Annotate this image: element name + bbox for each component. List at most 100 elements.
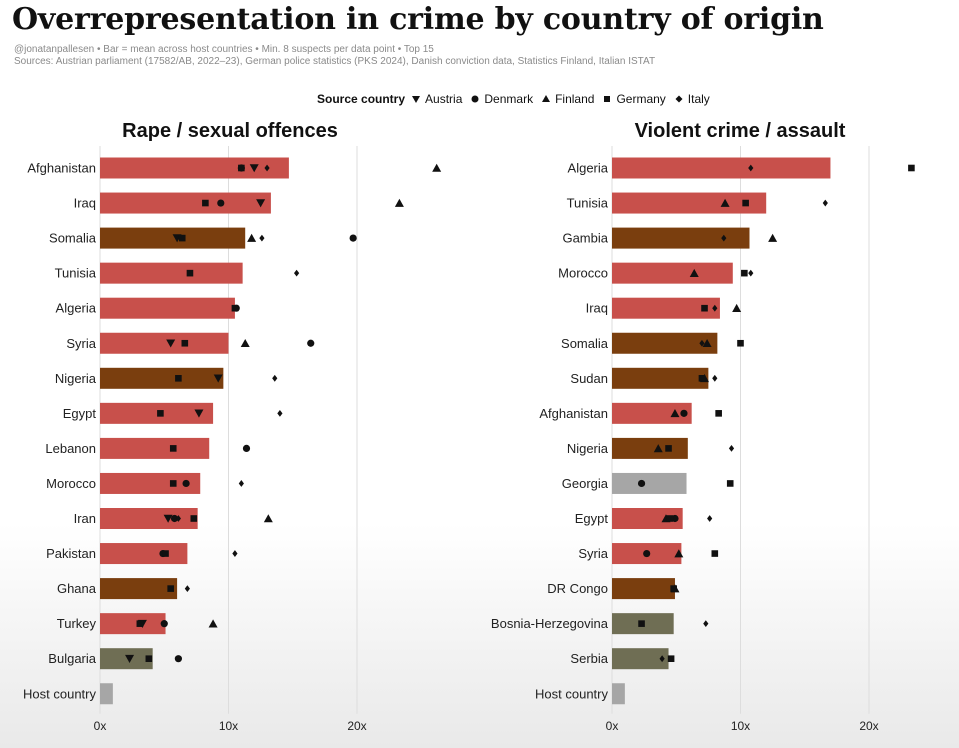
legend: Source country Austria Denmark Finland G… (317, 92, 718, 106)
point-finland-nigeria (653, 444, 663, 453)
point-germany-syria (181, 339, 189, 347)
point-finland-syria (240, 338, 250, 348)
category-label: Iran (74, 511, 96, 526)
bar-dr-congo (612, 578, 675, 600)
bar-ghana (100, 578, 178, 600)
point-finland-iraq (394, 198, 404, 207)
point-italy-egypt (707, 515, 713, 522)
point-italy-serbia (659, 655, 665, 663)
point-denmark-turkey (160, 620, 168, 628)
point-germany-egypt (157, 410, 164, 417)
bar-georgia (612, 472, 687, 494)
legend-title: Source country (317, 92, 406, 106)
legend-item-italy: Italy (674, 92, 710, 106)
bar-iraq (100, 192, 271, 214)
point-germany-somalia (178, 234, 186, 242)
category-label: Algeria (56, 301, 97, 316)
point-germany-lebanon (169, 445, 177, 452)
category-label: Serbia (570, 651, 608, 666)
bar-gambia (612, 227, 750, 249)
x-tick-label: 10x (731, 719, 750, 733)
category-label: Iraq (586, 301, 608, 316)
panel-title: Rape / sexual offences (122, 120, 338, 142)
category-label: Nigeria (567, 441, 609, 456)
bar-sudan (612, 367, 709, 389)
point-denmark-syria (307, 339, 315, 347)
category-label: Georgia (562, 476, 609, 491)
point-austria-bulgaria (125, 654, 135, 663)
category-label: Morocco (558, 266, 608, 281)
bar-turkey (100, 613, 166, 635)
category-label: Afghanistan (27, 161, 96, 176)
point-denmark-afghanistan (680, 409, 688, 417)
category-label: Gambia (562, 231, 608, 246)
category-label: Egypt (63, 406, 97, 421)
point-italy-tunisia (822, 199, 828, 207)
point-italy-gambia (721, 234, 727, 242)
point-germany-tunisia (742, 199, 749, 207)
x-tick-label: 20x (859, 719, 878, 733)
point-denmark-morocco (182, 479, 190, 488)
point-germany-iraq (202, 199, 209, 207)
bar-tunisia (100, 262, 243, 284)
point-germany-georgia (726, 480, 734, 487)
point-italy-nigeria (272, 374, 278, 382)
point-italy-somalia (699, 339, 705, 347)
point-germany-somalia (737, 339, 744, 347)
legend-label: Finland (555, 92, 595, 106)
bar-host-country (100, 683, 113, 705)
bar-iran (100, 508, 198, 529)
point-germany-egypt (666, 515, 674, 522)
point-austria-afghanistan (249, 164, 259, 173)
category-label: Algeria (568, 161, 609, 176)
bar-nigeria (612, 437, 688, 459)
x-tick-label: 0x (606, 719, 619, 733)
chart-title: Overrepresentation in crime by country o… (12, 2, 824, 37)
bar-tunisia (612, 192, 767, 214)
point-italy-somalia (259, 234, 265, 242)
bar-afghanistan (100, 157, 289, 179)
bar-morocco (612, 262, 733, 284)
point-denmark-iran (170, 514, 179, 523)
point-italy-morocco (238, 480, 244, 487)
legend-label: Germany (616, 92, 666, 106)
point-denmark-lebanon (242, 444, 251, 452)
square-icon (604, 96, 611, 102)
point-italy-egypt (277, 409, 283, 417)
point-denmark-syria (643, 549, 651, 558)
point-germany-bulgaria (145, 655, 153, 662)
legend-item-denmark: Denmark (470, 92, 533, 106)
point-austria-nigeria (213, 374, 223, 383)
point-italy-iraq (712, 304, 718, 312)
point-finland-turkey (208, 619, 218, 628)
point-finland-morocco (689, 268, 699, 277)
bar-algeria (100, 297, 235, 319)
category-label: Morocco (46, 476, 96, 491)
point-italy-sudan (712, 374, 718, 382)
legend-label: Austria (425, 92, 463, 106)
point-germany-afghanistan (715, 410, 722, 417)
point-finland-tunisia (720, 198, 730, 207)
point-germany-iran (190, 515, 198, 522)
point-germany-ghana (167, 585, 174, 592)
bar-lebanon (100, 437, 210, 459)
point-germany-serbia (667, 655, 675, 662)
legend-item-austria: Austria (411, 92, 462, 106)
point-austria-syria (166, 339, 176, 348)
point-denmark-iraq (217, 199, 225, 207)
category-label: Sudan (570, 371, 608, 386)
chart-subtitle: @jonatanpallesen • Bar = mean across hos… (14, 44, 434, 55)
point-germany-dr-congo (670, 585, 677, 592)
bar-pakistan (100, 543, 188, 565)
category-label: Iraq (74, 196, 96, 211)
circle-icon (471, 95, 479, 103)
point-denmark-somalia (349, 234, 357, 242)
bar-algeria (612, 157, 831, 179)
category-label: Tunisia (567, 196, 609, 211)
point-finland-gambia (768, 233, 778, 242)
point-italy-ghana (184, 585, 190, 592)
bar-host-country (612, 683, 625, 705)
point-finland-iran (263, 514, 273, 523)
category-label: Host country (535, 686, 608, 701)
